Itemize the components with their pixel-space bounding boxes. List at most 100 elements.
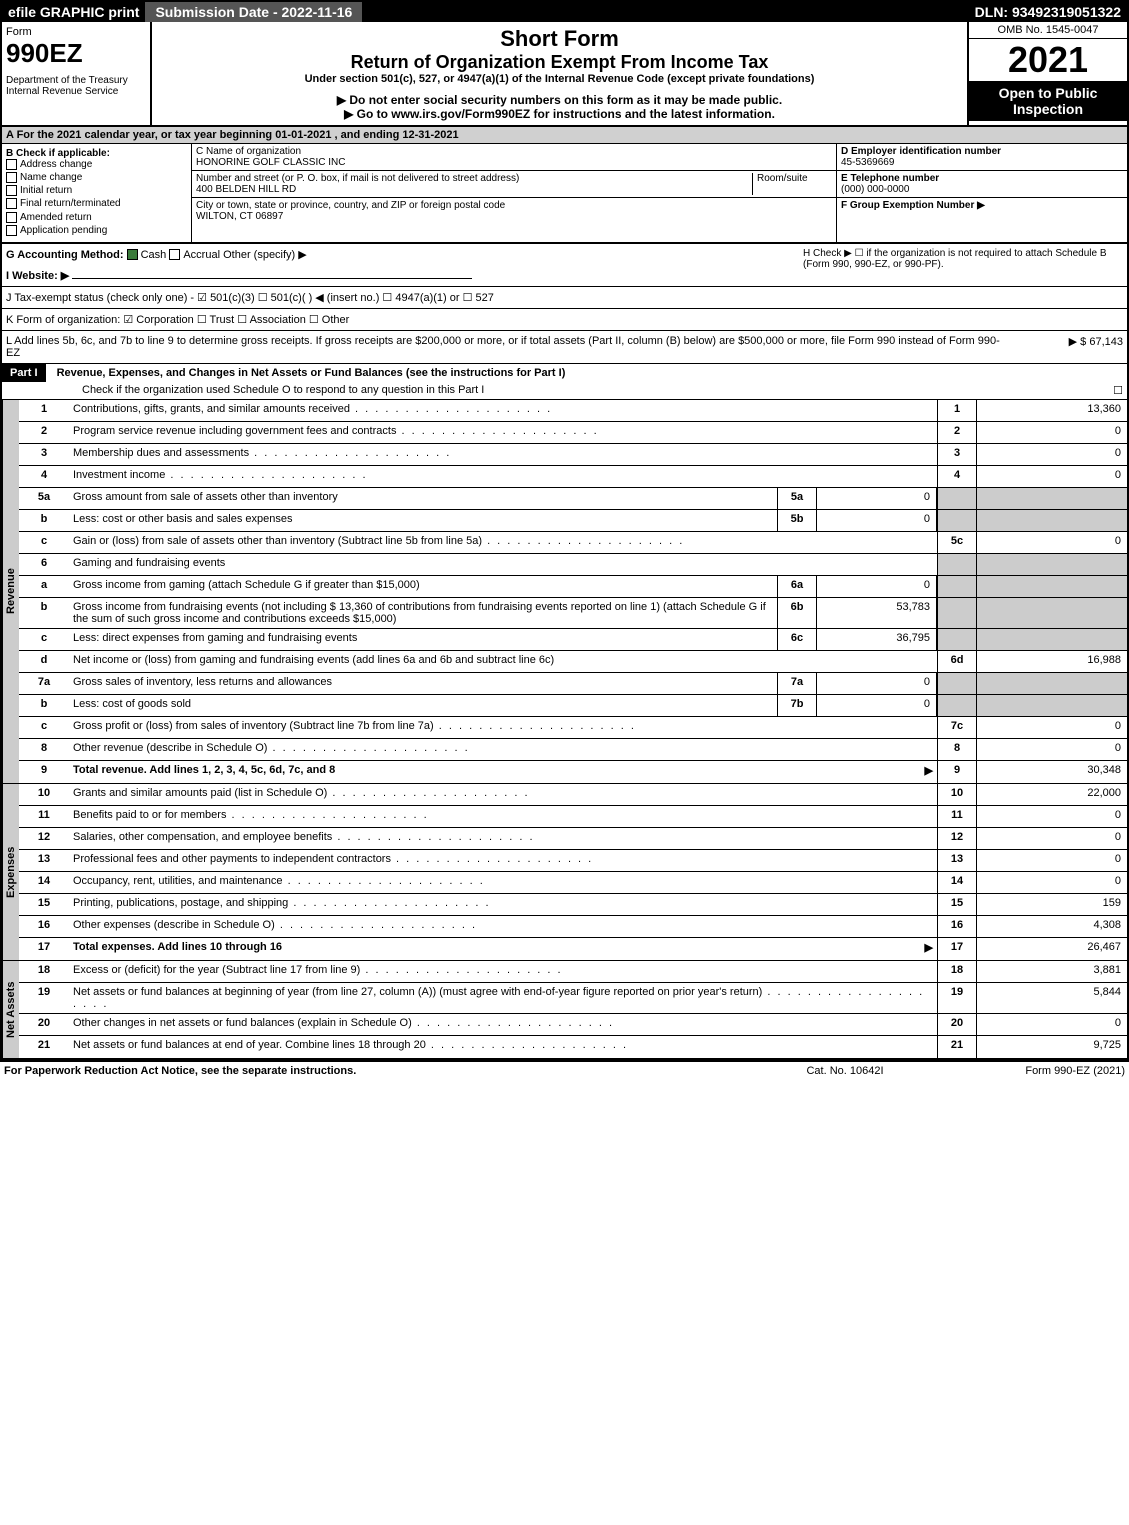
form-word: Form [6, 26, 146, 38]
footer-left: For Paperwork Reduction Act Notice, see … [4, 1065, 745, 1077]
cb-accrual[interactable] [169, 249, 180, 260]
f-label: F Group Exemption Number ▶ [841, 200, 985, 211]
header-right: OMB No. 1545-0047 2021 Open to Public In… [967, 22, 1127, 125]
revenue-section: Revenue 1Contributions, gifts, grants, a… [2, 400, 1127, 784]
arrow-icon: ▶ [925, 941, 933, 954]
line-8: 8Other revenue (describe in Schedule O)8… [19, 739, 1127, 761]
part1-check-box[interactable]: ☐ [1113, 384, 1123, 397]
line-3: 3Membership dues and assessments30 [19, 444, 1127, 466]
row-g-h: G Accounting Method: Cash Accrual Other … [2, 244, 1127, 287]
header-left: Form 990EZ Department of the Treasury In… [2, 22, 152, 125]
row-j: J Tax-exempt status (check only one) - ☑… [2, 287, 1127, 309]
ein-value: 45-5369669 [841, 157, 1123, 168]
line-14: 14Occupancy, rent, utilities, and mainte… [19, 872, 1127, 894]
room-suite-label: Room/suite [752, 173, 832, 195]
cb-final-return[interactable]: Final return/terminated [6, 198, 187, 209]
f-block: F Group Exemption Number ▶ [837, 198, 1127, 213]
c-street-block: Number and street (or P. O. box, if mail… [192, 171, 836, 198]
line-18: 18Excess or (deficit) for the year (Subt… [19, 961, 1127, 983]
expenses-section: Expenses 10Grants and similar amounts pa… [2, 784, 1127, 961]
d-block: D Employer identification number 45-5369… [837, 144, 1127, 171]
row-a-taxyear: A For the 2021 calendar year, or tax yea… [2, 127, 1127, 144]
line-13: 13Professional fees and other payments t… [19, 850, 1127, 872]
l-text: L Add lines 5b, 6c, and 7b to line 9 to … [6, 335, 1003, 359]
l-value: ▶ $ 67,143 [1003, 335, 1123, 359]
top-bar: efile GRAPHIC print Submission Date - 20… [2, 2, 1127, 22]
line-10: 10Grants and similar amounts paid (list … [19, 784, 1127, 806]
d-label: D Employer identification number [841, 146, 1123, 157]
e-label: E Telephone number [841, 173, 1123, 184]
c-name-block: C Name of organization HONORINE GOLF CLA… [192, 144, 836, 171]
e-block: E Telephone number (000) 000-0000 [837, 171, 1127, 198]
line-20: 20Other changes in net assets or fund ba… [19, 1014, 1127, 1036]
tax-year: 2021 [969, 39, 1127, 81]
netassets-vert-label: Net Assets [2, 961, 19, 1058]
org-street: 400 BELDEN HILL RD [196, 184, 752, 195]
line-4: 4Investment income40 [19, 466, 1127, 488]
under-section: Under section 501(c), 527, or 4947(a)(1)… [156, 73, 963, 85]
cb-amended-return[interactable]: Amended return [6, 212, 187, 223]
i-website: I Website: ▶ [6, 270, 69, 282]
b-label: B Check if applicable: [6, 148, 187, 159]
section-b: B Check if applicable: Address change Na… [2, 144, 192, 242]
line-2: 2Program service revenue including gover… [19, 422, 1127, 444]
c-city-block: City or town, state or province, country… [192, 198, 836, 224]
c-name-label: C Name of organization [196, 146, 832, 157]
cb-address-change[interactable]: Address change [6, 159, 187, 170]
line-7b: bLess: cost of goods sold7b0 [19, 695, 1127, 717]
cb-application-pending[interactable]: Application pending [6, 225, 187, 236]
line-6: 6Gaming and fundraising events [19, 554, 1127, 576]
revenue-vert-label: Revenue [2, 400, 19, 783]
header-center: Short Form Return of Organization Exempt… [152, 22, 967, 125]
row-l: L Add lines 5b, 6c, and 7b to line 9 to … [2, 331, 1127, 364]
section-c: C Name of organization HONORINE GOLF CLA… [192, 144, 837, 242]
website-blank [72, 278, 472, 279]
line-1: 1Contributions, gifts, grants, and simil… [19, 400, 1127, 422]
line-11: 11Benefits paid to or for members110 [19, 806, 1127, 828]
part1-check-text: Check if the organization used Schedule … [82, 384, 1113, 397]
netassets-section: Net Assets 18Excess or (deficit) for the… [2, 961, 1127, 1060]
form-title: Short Form [156, 26, 963, 52]
form-990ez: efile GRAPHIC print Submission Date - 20… [0, 0, 1129, 1062]
line-6a: aGross income from gaming (attach Schedu… [19, 576, 1127, 598]
line-7a: 7aGross sales of inventory, less returns… [19, 673, 1127, 695]
h-schedule-b: H Check ▶ ☐ if the organization is not r… [803, 248, 1123, 282]
note-goto: ▶ Go to www.irs.gov/Form990EZ for instru… [156, 107, 963, 121]
dln-label: DLN: 93492319051322 [969, 2, 1127, 22]
line-21: 21Net assets or fund balances at end of … [19, 1036, 1127, 1058]
open-inspection: Open to Public Inspection [969, 81, 1127, 121]
footer-catno: Cat. No. 10642I [745, 1065, 945, 1077]
line-17: 17Total expenses. Add lines 10 through 1… [19, 938, 1127, 960]
c-city-label: City or town, state or province, country… [196, 200, 832, 211]
footer-formref: Form 990-EZ (2021) [945, 1065, 1125, 1077]
efile-label: efile GRAPHIC print [2, 2, 145, 22]
section-b-c-de: B Check if applicable: Address change Na… [2, 144, 1127, 244]
form-subtitle: Return of Organization Exempt From Incom… [156, 52, 963, 73]
dept-label: Department of the Treasury Internal Reve… [6, 75, 146, 97]
section-de: D Employer identification number 45-5369… [837, 144, 1127, 242]
form-number: 990EZ [6, 38, 146, 69]
note-ssn: ▶ Do not enter social security numbers o… [156, 93, 963, 107]
arrow-icon: ▶ [925, 764, 933, 777]
line-19: 19Net assets or fund balances at beginni… [19, 983, 1127, 1014]
line-6b: bGross income from fundraising events (n… [19, 598, 1127, 629]
part1-label: Part I [2, 364, 46, 382]
line-15: 15Printing, publications, postage, and s… [19, 894, 1127, 916]
omb-number: OMB No. 1545-0047 [969, 22, 1127, 39]
row-k: K Form of organization: ☑ Corporation ☐ … [2, 309, 1127, 331]
line-5b: bLess: cost or other basis and sales exp… [19, 510, 1127, 532]
form-header: Form 990EZ Department of the Treasury In… [2, 22, 1127, 127]
line-5a: 5aGross amount from sale of assets other… [19, 488, 1127, 510]
line-6d: dNet income or (loss) from gaming and fu… [19, 651, 1127, 673]
cb-name-change[interactable]: Name change [6, 172, 187, 183]
line-7c: cGross profit or (loss) from sales of in… [19, 717, 1127, 739]
cb-initial-return[interactable]: Initial return [6, 185, 187, 196]
page-footer: For Paperwork Reduction Act Notice, see … [0, 1062, 1129, 1080]
line-5c: cGain or (loss) from sale of assets othe… [19, 532, 1127, 554]
line-16: 16Other expenses (describe in Schedule O… [19, 916, 1127, 938]
cb-cash[interactable] [127, 249, 138, 260]
submission-date: Submission Date - 2022-11-16 [145, 2, 362, 22]
line-12: 12Salaries, other compensation, and empl… [19, 828, 1127, 850]
org-city: WILTON, CT 06897 [196, 211, 832, 222]
line-9: 9Total revenue. Add lines 1, 2, 3, 4, 5c… [19, 761, 1127, 783]
